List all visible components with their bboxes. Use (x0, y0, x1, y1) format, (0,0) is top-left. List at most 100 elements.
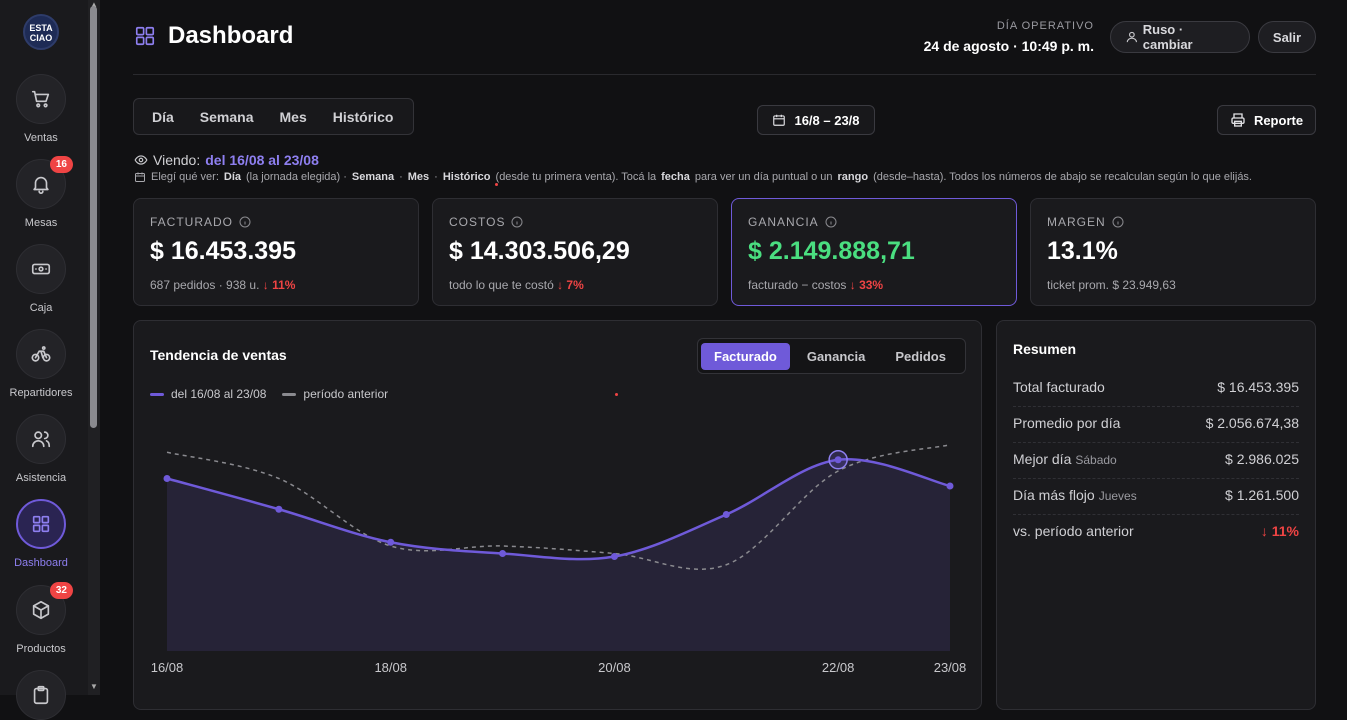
grid-icon (32, 515, 50, 533)
scrollbar-thumb[interactable] (90, 6, 97, 428)
kpi-costos: COSTOS $ 14.303.506,29 todo lo que te co… (432, 198, 718, 306)
notification-badge: 16 (49, 156, 73, 173)
sidebar-item-caja[interactable]: Caja (0, 244, 82, 314)
legend-current-label: del 16/08 al 23/08 (171, 387, 267, 401)
legend-previous: período anterior (282, 387, 388, 401)
summary-value: $ 2.056.674,38 (1205, 415, 1299, 431)
legend-previous-label: período anterior (303, 387, 389, 401)
summary-note: Jueves (1098, 489, 1137, 503)
calendar-icon (773, 114, 786, 126)
users-icon (31, 431, 51, 448)
sales-trend-chart: 16/08 18/08 20/08 22/08 23/08 (151, 444, 967, 675)
scroll-up-arrow[interactable]: ▲ (90, 0, 98, 9)
page-title: Dashboard (168, 22, 294, 49)
kpi-delta: ↓ 33% (849, 278, 884, 292)
kpi-value: $ 14.303.506,29 (449, 237, 630, 265)
summary-row: vs. período anterior ↓ 11% (1013, 515, 1299, 551)
help-text: Elegí qué ver: Día (la jornada elegida) … (134, 171, 1252, 183)
kpi-sub: ticket prom. $ 23.949,63 (1047, 278, 1176, 292)
tab-dia[interactable]: Día (152, 108, 174, 125)
summary-value: ↓ 11% (1260, 523, 1299, 539)
page-header: Dashboard (134, 22, 293, 50)
x-tick-label: 18/08 (374, 660, 407, 675)
series-current-line (166, 457, 951, 561)
sidebar-item-ventas[interactable]: Ventas (0, 74, 82, 144)
info-icon[interactable] (239, 216, 251, 228)
sidebar-item-dashboard[interactable]: Dashboard (0, 499, 82, 569)
help-bold: rango (837, 171, 869, 183)
change-user-label: Ruso · cambiar (1142, 22, 1193, 52)
kpi-value: $ 16.453.395 (150, 237, 296, 265)
sidebar-item-asistencia[interactable]: Asistencia (0, 414, 82, 484)
tab-semana[interactable]: Semana (199, 108, 254, 125)
change-user-button[interactable]: Ruso · cambiar (1110, 21, 1250, 53)
kpi-delta: ↓ 7% (557, 278, 584, 292)
summary-row: Día más flojo Jueves $ 1.261.500 (1013, 479, 1299, 515)
chart-metric-tabs: Facturado Ganancia Pedidos (697, 338, 966, 374)
report-button[interactable]: Reporte (1217, 105, 1316, 135)
sidebar-item-label: Asistencia (15, 472, 67, 484)
range-tabs: Día Semana Mes Histórico (133, 98, 414, 135)
sidebar-item-productos[interactable]: 32 Productos (0, 582, 82, 655)
help-segment: · (399, 171, 403, 183)
sidebar-item-more[interactable] (0, 670, 82, 720)
tab-ganancia[interactable]: Ganancia (806, 348, 866, 364)
viewing-range-value: del 16/08 al 23/08 (205, 152, 319, 168)
x-tick-label: 16/08 (151, 660, 184, 675)
summary-note: Sábado (1075, 453, 1117, 467)
x-tick-label: 20/08 (598, 660, 631, 675)
clipboard-icon (33, 685, 49, 705)
kpi-margen: MARGEN 13.1% ticket prom. $ 23.949,63 (1030, 198, 1316, 306)
sidebar-item-label: Mesas (24, 217, 58, 229)
cash-icon (31, 263, 51, 275)
operating-day-value: 24 de agosto · 10:49 p. m. (923, 38, 1094, 54)
tab-pedidos[interactable]: Pedidos (895, 348, 946, 364)
sidebar-item-label: Caja (29, 302, 53, 314)
summary-label: Promedio por día (1013, 415, 1121, 431)
summary-value: $ 2.986.025 (1225, 451, 1299, 467)
sidebar-item-mesas[interactable]: 16 Mesas (0, 156, 82, 229)
tab-facturado[interactable]: Facturado (701, 342, 790, 370)
summary-label: vs. período anterior (1013, 523, 1134, 539)
summary-title: Resumen (1013, 341, 1077, 357)
help-bold: Mes (407, 171, 430, 183)
data-point (163, 475, 171, 482)
kpi-label: FACTURADO (150, 215, 234, 229)
summary-label: Total facturado (1013, 379, 1105, 395)
summary-value: $ 16.453.395 (1217, 379, 1299, 395)
notification-badge: 32 (49, 582, 73, 599)
kpi-label: MARGEN (1047, 215, 1106, 229)
data-point (387, 538, 395, 546)
kpi-value: $ 2.149.888,71 (748, 237, 915, 265)
data-point (499, 550, 507, 557)
report-label: Reporte (1253, 112, 1304, 128)
info-icon[interactable] (825, 216, 837, 228)
x-tick-label: 23/08 (934, 660, 967, 675)
x-tick-label: 22/08 (822, 660, 855, 675)
brand-logo[interactable]: ESTA CIAO (23, 14, 59, 50)
bell-icon (33, 176, 49, 194)
help-segment: (desde tu primera venta). Tocá la (495, 171, 657, 183)
sidebar-item-label: Dashboard (14, 557, 68, 569)
data-point (610, 553, 618, 560)
info-icon[interactable] (1112, 216, 1124, 228)
data-point (946, 482, 954, 490)
info-icon[interactable] (511, 216, 523, 228)
kpi-ganancia: GANANCIA $ 2.149.888,71 facturado − cost… (731, 198, 1017, 306)
tab-mes[interactable]: Mes (279, 108, 307, 125)
kpi-sub: todo lo que te costó (449, 278, 554, 292)
sidebar-scrollbar[interactable]: ▲ ▼ (88, 0, 100, 695)
sales-trend-card: 16/08 18/08 20/08 22/08 23/08 Tendencia de v… (133, 320, 982, 710)
tab-historico[interactable]: Histórico (332, 108, 394, 125)
date-range-button[interactable]: 16/8 – 23/8 (757, 105, 875, 135)
scroll-down-arrow[interactable]: ▼ (90, 682, 98, 691)
summary-label: Mejor día (1013, 451, 1072, 467)
operating-day: DÍA OPERATIVO 24 de agosto · 10:49 p. m. (924, 20, 1094, 54)
sidebar-item-repartidores[interactable]: Repartidores (0, 329, 82, 399)
kpi-facturado: FACTURADO $ 16.453.395 687 pedidos · 938… (133, 198, 419, 306)
data-point (834, 456, 842, 464)
series-previous-line (166, 444, 951, 570)
logout-button[interactable]: Salir (1258, 21, 1316, 53)
help-bold: Semana (351, 171, 395, 183)
help-segment: · (434, 171, 438, 183)
